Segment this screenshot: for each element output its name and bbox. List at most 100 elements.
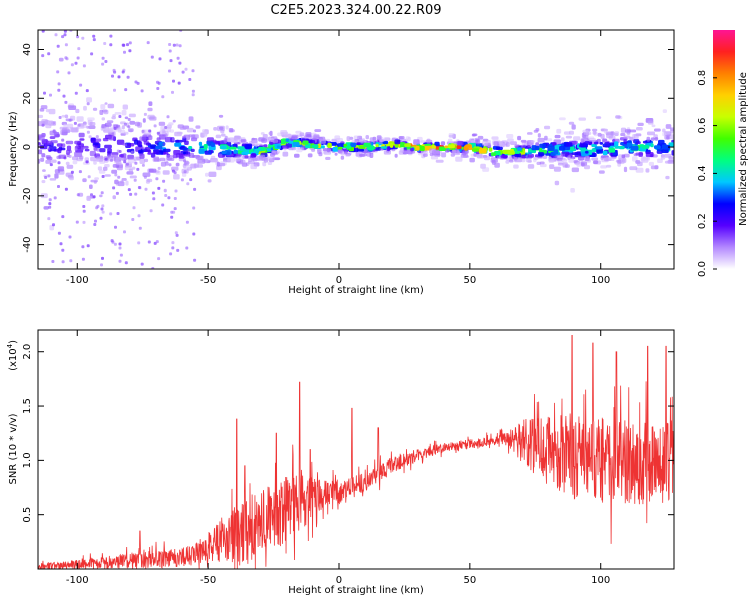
spectrogram-cell (671, 139, 674, 143)
spectrogram-cell (43, 206, 49, 210)
spectrogram-cell (185, 246, 189, 250)
spectrogram-cell (38, 143, 42, 147)
spectrogram-cell (262, 161, 267, 167)
spectrogram-cell (637, 122, 644, 126)
spectrogram-cell (452, 150, 461, 156)
colorbar-gradient (713, 30, 735, 269)
spectrogram-cell (84, 148, 90, 152)
spectrogram-cell (191, 137, 198, 142)
spectrogram-cell (172, 210, 176, 214)
spectrogram-cell (389, 143, 394, 148)
spectrogram-cell (606, 132, 613, 139)
spectrogram-cell (456, 145, 462, 149)
spectrogram-cell (218, 153, 223, 158)
spectrogram-cell (78, 132, 85, 138)
spectrogram-cell (100, 191, 104, 195)
spectrogram-cell (176, 56, 180, 60)
spectrogram-cell (670, 128, 674, 134)
spectrogram-cell (66, 123, 74, 129)
snr-multiplier-label: (x104) (6, 340, 19, 371)
spectrogram-cell (176, 131, 183, 135)
spectrogram-cell (63, 156, 67, 160)
spectrogram-y-tick-label: 20 (22, 92, 33, 105)
spectrogram-cell (197, 158, 206, 164)
spectrogram-cell (651, 124, 656, 128)
spectrogram-cell (664, 153, 672, 158)
spectrogram-cell (54, 169, 60, 174)
spectrogram-cell (221, 150, 227, 154)
spectrogram-cell (61, 114, 65, 118)
spectrogram-cell (592, 130, 597, 135)
spectrogram-cell (174, 189, 178, 193)
spectrogram-cell (121, 125, 125, 130)
spectrogram-cell (171, 246, 175, 250)
spectrogram-cell (86, 102, 90, 106)
spectrogram-cell (584, 165, 590, 170)
spectrogram-cell (636, 127, 643, 131)
spectrogram-cell (123, 157, 127, 161)
spectrogram-cell (566, 142, 573, 147)
spectrogram-cell (58, 116, 62, 119)
spectrogram-cell (114, 112, 122, 115)
spectrogram-cell (104, 174, 111, 177)
spectrogram-cell (63, 33, 67, 37)
spectrogram-cell (148, 168, 157, 173)
spectrogram-cell (494, 162, 500, 168)
spectrogram-cell (95, 135, 99, 139)
spectrogram-cell (665, 124, 672, 129)
spectrogram-cell (520, 158, 526, 163)
spectrogram-cell (600, 165, 607, 169)
spectrogram-cell (662, 128, 666, 133)
spectrogram-cell (158, 57, 162, 61)
spectrogram-cell (118, 246, 122, 250)
spectrogram-cell (642, 156, 651, 161)
spectrogram-cell (345, 154, 351, 157)
spectrogram-cell (664, 131, 672, 136)
spectrogram-cell (198, 141, 203, 146)
spectrogram-cell (93, 180, 97, 184)
spectrogram-cell (469, 157, 475, 163)
spectrogram-cell (94, 219, 97, 223)
spectrogram-cell (53, 196, 57, 200)
spectrogram-panel: -100 -50 0 50 100 -40 -20 0 20 40 Height of stra… (8, 29, 675, 296)
spectrogram-cell (571, 152, 579, 155)
spectrogram-cell (98, 169, 106, 174)
spectrogram-cell (57, 88, 61, 92)
spectrogram-cell (136, 167, 140, 171)
spectrogram-cell (131, 218, 135, 221)
spectrogram-cell (141, 146, 145, 150)
spectrogram-cell (549, 164, 555, 169)
spectrogram-cell (65, 140, 74, 145)
spectrogram-cell (398, 136, 405, 140)
spectrogram-cell (104, 122, 112, 127)
spectrogram-cell (125, 162, 129, 166)
spectrogram-cell (143, 175, 147, 179)
spectrogram-cell (54, 33, 58, 37)
spectrogram-cell (565, 135, 572, 139)
spectrogram-cell (147, 135, 153, 140)
spectrogram-cell (79, 138, 85, 141)
spectrogram-cell (535, 128, 540, 132)
spectrogram-cell (74, 147, 78, 151)
spectrogram-cell (48, 202, 52, 206)
snr-x-ticks: -100 -50 0 50 100 (66, 330, 610, 586)
spectrogram-cell (244, 155, 249, 159)
spectrogram-cell (203, 144, 208, 149)
spectrogram-cell (491, 159, 496, 165)
spectrogram-cell (189, 178, 193, 182)
spectrogram-cell (164, 133, 168, 138)
spectrogram-cell (75, 108, 80, 114)
spectrogram-cell (227, 158, 235, 163)
spectrogram-cell (521, 144, 526, 148)
spectrogram-cell (441, 152, 447, 158)
spectrogram-cell (123, 50, 126, 54)
spectrogram-cell (186, 127, 194, 133)
spectrogram-cell (573, 136, 581, 141)
spectrogram-cell (664, 135, 671, 140)
spectrogram-cell (513, 164, 519, 169)
spectrogram-cell (292, 142, 300, 147)
spectrogram-cell (229, 146, 237, 150)
spectrogram-cell (440, 141, 446, 146)
spectrogram-cell (66, 145, 72, 151)
spectrogram-cell (498, 140, 503, 145)
